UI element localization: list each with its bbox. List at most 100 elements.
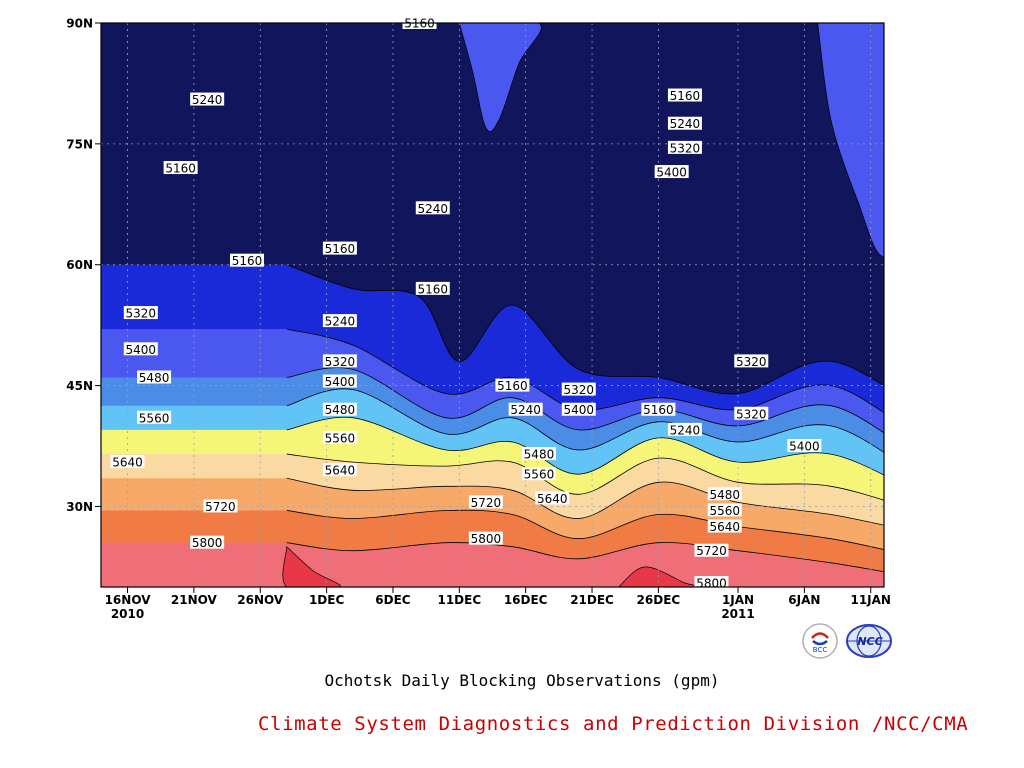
contour-label-box xyxy=(561,402,596,416)
contour-label: 5480 xyxy=(137,370,172,385)
contour-label-text: 5480 xyxy=(524,448,555,462)
contour-label-text: 5160 xyxy=(232,254,263,268)
contour-label: 5400 xyxy=(787,439,822,454)
contour-label-box xyxy=(787,439,822,452)
y-axis: 30N 45N 60N 75N 90N xyxy=(66,17,101,514)
ncc-logo-icon: NCC xyxy=(845,622,893,660)
contour-label-box xyxy=(667,116,702,130)
contour-label-box xyxy=(123,342,158,356)
contour-label-text: 5640 xyxy=(112,456,143,470)
contour-label: 5480 xyxy=(322,402,357,417)
contour-label-box xyxy=(322,314,357,328)
contour-line-5400 xyxy=(286,388,884,453)
contour-label: 5160 xyxy=(495,378,530,393)
contour-label: 5160 xyxy=(667,88,702,103)
x-tick-label: 11DEC xyxy=(437,593,481,607)
contour-line-5240 xyxy=(286,328,884,414)
contour-label: 5160 xyxy=(163,161,198,176)
contour-label-text: 5160 xyxy=(165,162,196,176)
contour-label-text: 5480 xyxy=(325,403,356,417)
contour-label-text: 5720 xyxy=(471,496,502,510)
contour-label-box xyxy=(322,463,357,477)
contour-label-box xyxy=(322,354,357,368)
contour-label-text: 5160 xyxy=(497,379,528,393)
contour-label: 5720 xyxy=(468,495,503,510)
x-tick-year: 2010 xyxy=(111,607,144,621)
contour-label: 5640 xyxy=(707,519,742,534)
contour-label-text: 5160 xyxy=(325,242,356,256)
contour-label: 5160 xyxy=(322,241,357,256)
contour-label-box xyxy=(707,503,742,517)
contour-label-box xyxy=(707,519,742,533)
contour-label-text: 5800 xyxy=(696,576,727,590)
contour-label-text: 5640 xyxy=(325,464,356,478)
contour-label-text: 5160 xyxy=(643,403,674,417)
y-tick-label: 45N xyxy=(66,379,93,393)
contour-label-text: 5400 xyxy=(789,440,820,454)
contour-label: 5800 xyxy=(694,575,729,590)
contour-label-box xyxy=(468,531,503,545)
contour-label: 5240 xyxy=(667,116,702,131)
contour-label-box xyxy=(521,447,556,461)
contour-label-text: 5240 xyxy=(670,117,701,131)
contour-label: 5640 xyxy=(322,463,357,478)
contour-label: 5480 xyxy=(521,447,556,462)
chart-title: Ochotsk Daily Blocking Observations (gpm… xyxy=(324,671,720,690)
contour-label-text: 5320 xyxy=(736,407,767,421)
contour-label: 5560 xyxy=(521,467,556,482)
x-tick-label: 16DEC xyxy=(504,593,548,607)
contour-label-box xyxy=(163,161,198,175)
contour-label-box xyxy=(707,487,742,501)
contour-label: 5320 xyxy=(734,406,769,421)
contour-label: 5640 xyxy=(110,455,145,470)
contour-label-text: 5800 xyxy=(192,536,223,550)
contour-label-text: 5400 xyxy=(325,375,356,389)
contour-label: 5560 xyxy=(137,410,172,425)
x-tick-label: 16NOV xyxy=(105,593,152,607)
x-tick-year: 2011 xyxy=(721,607,754,621)
contour-label-box xyxy=(667,88,702,102)
ncc-logo-text: NCC xyxy=(857,635,882,648)
contour-label-box xyxy=(322,430,357,444)
contour-label: 5320 xyxy=(667,140,702,155)
contour-label-text: 5160 xyxy=(670,89,701,103)
contour-label: 5320 xyxy=(561,382,596,397)
contour-line-5560 xyxy=(286,453,884,501)
contour-label-text: 5320 xyxy=(126,307,157,321)
bcc-logo-text: BCC xyxy=(813,646,828,654)
contour-label-box xyxy=(561,382,596,396)
contour-label-text: 5560 xyxy=(325,431,356,445)
contour-label-text: 5240 xyxy=(510,403,541,417)
contour-line-5320 xyxy=(286,367,884,434)
contour-label-text: 5400 xyxy=(126,343,157,357)
y-tick-label: 75N xyxy=(66,137,93,151)
contour-label-text: 5320 xyxy=(563,383,594,397)
feature-5240-0 xyxy=(458,23,542,132)
plot-frame xyxy=(100,22,885,588)
contour-label: 5400 xyxy=(322,374,357,389)
contour-label: 5240 xyxy=(415,201,450,216)
contour-label-text: 5320 xyxy=(736,355,767,369)
contour-label: 5720 xyxy=(203,499,238,514)
contour-label-box xyxy=(110,455,145,469)
bcc-logo-icon: BCC xyxy=(801,622,839,660)
x-tick-label: 26DEC xyxy=(637,593,681,607)
contour-label-box xyxy=(641,402,676,416)
contour-label-box xyxy=(734,354,769,368)
contour-label-box xyxy=(415,201,450,215)
contour-line-5160 xyxy=(286,264,884,395)
contour-label: 5160 xyxy=(415,281,450,296)
contour-label-box xyxy=(521,467,556,481)
contour-label: 5400 xyxy=(123,342,158,357)
x-tick-label: 21DEC xyxy=(570,593,614,607)
feature-5880-11 xyxy=(618,566,703,587)
contour-label-box xyxy=(137,410,172,424)
contour-label-text: 5480 xyxy=(709,488,740,502)
feature-5880-10 xyxy=(282,546,341,587)
x-tick-label: 21NOV xyxy=(171,593,218,607)
contour-label-text: 5160 xyxy=(418,282,449,296)
x-tick-label: 1JAN xyxy=(722,593,754,607)
contour-label-text: 5240 xyxy=(325,315,356,329)
